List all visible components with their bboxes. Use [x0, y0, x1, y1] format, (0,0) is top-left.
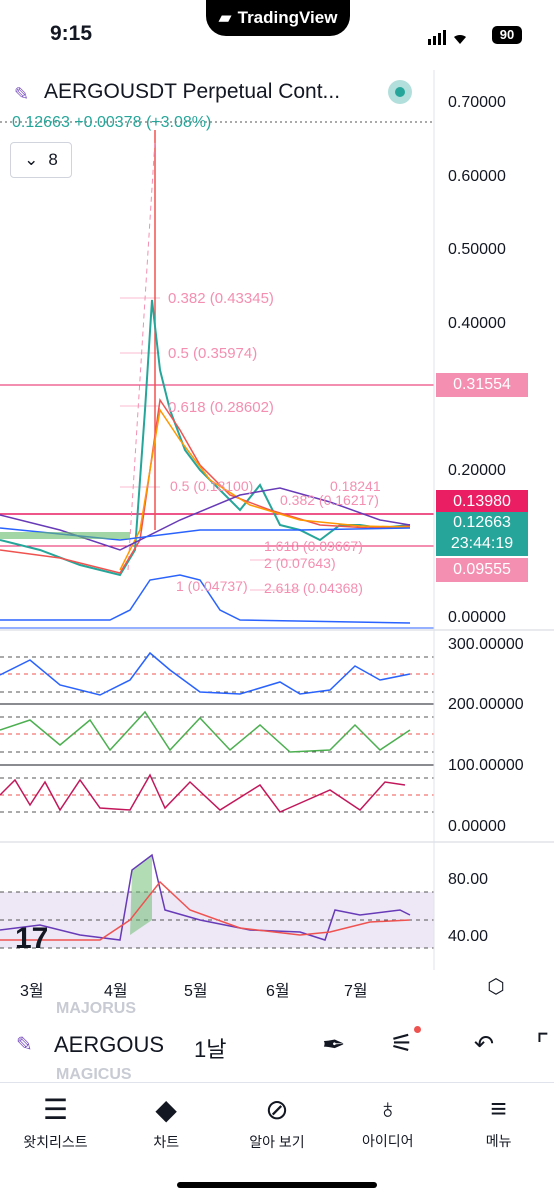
price-axis-label: 0.70000: [448, 94, 506, 111]
chart-canvas[interactable]: 17: [0, 70, 554, 970]
watchlist-icon: ☰: [42, 1094, 68, 1125]
osc-axis-label: 100.00000: [448, 757, 524, 774]
fib-label: 1 (0.04737): [176, 578, 248, 594]
battery-level: 90: [492, 26, 522, 44]
chart-icon: ◆: [155, 1094, 177, 1125]
ghost-item: MAGICUS: [56, 1066, 132, 1083]
nav-label: 알아 보기: [249, 1134, 305, 1150]
time-axis-label: 3월: [20, 983, 44, 1000]
price-change: +0.00378: [74, 114, 142, 131]
menu-icon: ≡: [490, 1093, 507, 1124]
bottom-nav: ☰ 왓치리스트 ◆ 차트 ⊘ 알아 보기 ♁ 아이디어 ≡ 메뉴: [0, 1082, 554, 1163]
rsi-axis-label: 40.00: [448, 928, 489, 945]
time-axis-label: 6월: [266, 983, 290, 1000]
nav-label: 차트: [153, 1134, 180, 1150]
aergo-logo-icon: ✎: [16, 1034, 33, 1056]
dynamic-island: ▰ TradingView: [206, 0, 350, 36]
fib-label: 0.5 (0.35974): [168, 345, 258, 362]
high-price-tag: 0.13980: [436, 490, 528, 514]
current-price-tag: 0.12663 23:44:19: [436, 512, 528, 556]
chevron-down-icon: ⌄: [24, 150, 39, 169]
app-badge: TradingView: [237, 8, 338, 27]
candle-countdown: 23:44:19: [450, 535, 514, 552]
price-axis-label: 0.40000: [448, 315, 506, 332]
ghost-item: MAJORUS: [56, 1000, 137, 1017]
time-axis-label: 7월: [344, 983, 368, 1000]
symbol-button[interactable]: AERGOUS: [54, 1032, 165, 1057]
resistance-price-tag: 0.31554: [436, 373, 528, 397]
nav-explore[interactable]: ⊘ 알아 보기: [222, 1083, 333, 1163]
drawing-pen-icon[interactable]: ✒: [322, 1029, 346, 1060]
nav-menu[interactable]: ≡ 메뉴: [443, 1083, 554, 1163]
indicators-toggle-button[interactable]: ⌄ 8: [10, 142, 72, 178]
fib-label: 2 (0.07643): [264, 555, 336, 571]
nav-watchlist[interactable]: ☰ 왓치리스트: [0, 1083, 111, 1163]
price-axis-label: 0.00000: [448, 609, 506, 626]
time-axis-label: 5월: [184, 983, 208, 1000]
compass-icon: ⊘: [265, 1094, 289, 1125]
osc-axis-label: 300.00000: [448, 636, 524, 653]
fib-label: 0.18241: [330, 478, 381, 494]
nav-chart[interactable]: ◆ 차트: [111, 1083, 222, 1163]
settings-gear-icon[interactable]: ⬡: [487, 976, 505, 998]
fullscreen-icon[interactable]: ⌜: [536, 1029, 550, 1060]
market-status-icon[interactable]: [388, 80, 412, 104]
current-price: 0.12663: [453, 514, 511, 531]
fib-label: 0.382 (0.16217): [280, 492, 379, 508]
nav-label: 메뉴: [485, 1133, 512, 1149]
time-axis-label: 4월: [104, 983, 128, 1000]
fib-label: 0.382 (0.43345): [168, 290, 274, 307]
last-price: 0.12663: [12, 114, 70, 131]
fib-label: 0.618 (0.28602): [168, 399, 274, 416]
chart-toolbar: ✎ AERGOUS 1날 ✒ ⚟ ↶ ⌜: [0, 1022, 554, 1072]
low-price-tag: 0.09555: [436, 558, 528, 582]
osc-axis-label: 200.00000: [448, 696, 524, 713]
symbol-title[interactable]: AERGOUSDT Perpetual Cont...: [44, 80, 341, 103]
nav-label: 왓치리스트: [23, 1134, 88, 1150]
interval-button[interactable]: 1날: [194, 1037, 227, 1062]
signal-wifi-icons: [428, 30, 466, 45]
notification-dot: [414, 1026, 421, 1033]
indicators-count: 8: [48, 150, 58, 169]
status-bar: 9:15 ▰ TradingView 90: [0, 0, 554, 70]
clock: 9:15: [50, 22, 93, 45]
nav-label: 아이디어: [362, 1133, 414, 1149]
fib-label: 0.5 (0.18100): [170, 478, 254, 494]
aergo-logo-icon: ✎: [14, 84, 30, 104]
price-change-pct: (+3.08%): [145, 114, 212, 131]
price-axis-label: 0.50000: [448, 241, 506, 258]
fib-label: 2.618 (0.04368): [264, 580, 363, 596]
nav-ideas[interactable]: ♁ 아이디어: [332, 1083, 443, 1163]
price-summary: 0.12663 +0.00378 (+3.08%): [12, 114, 211, 132]
indicator-settings-icon[interactable]: ⚟: [390, 1028, 414, 1058]
osc-axis-label: 0.00000: [448, 818, 506, 835]
home-indicator: [177, 1182, 377, 1188]
svg-text:17: 17: [15, 922, 48, 955]
rsi-axis-label: 80.00: [448, 871, 489, 888]
price-axis-label: 0.20000: [448, 462, 506, 479]
fib-label: 1.618 (0.09667): [264, 538, 363, 554]
lightbulb-icon: ♁: [377, 1093, 399, 1124]
tradingview-logo-icon: ▰: [218, 8, 232, 27]
undo-icon[interactable]: ↶: [474, 1031, 495, 1058]
price-axis-label: 0.60000: [448, 168, 506, 185]
